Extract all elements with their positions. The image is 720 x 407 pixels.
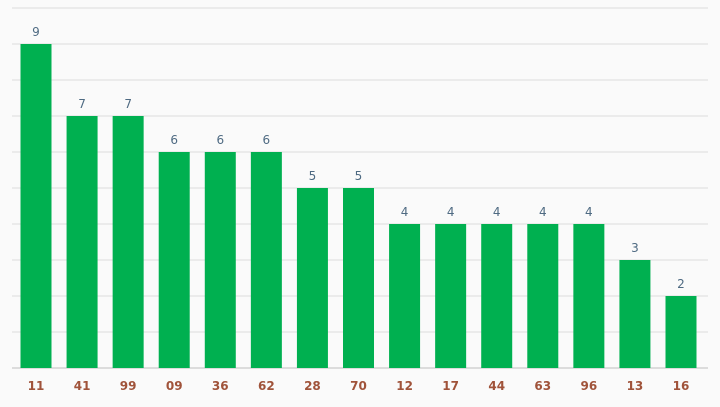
category-label-99: 99 <box>120 379 137 393</box>
bar-09[interactable] <box>158 152 190 368</box>
value-label-44: 4 <box>493 205 501 219</box>
bar-17[interactable] <box>435 224 467 368</box>
value-label-09: 6 <box>170 133 178 147</box>
bar-41[interactable] <box>66 116 98 368</box>
bar-series <box>20 44 697 368</box>
value-label-36: 6 <box>216 133 224 147</box>
category-label-09: 09 <box>166 379 183 393</box>
value-labels: 9 7 7 6 6 6 5 5 4 4 4 4 4 3 2 <box>32 25 685 291</box>
value-label-62: 6 <box>263 133 271 147</box>
bar-13[interactable] <box>619 260 651 368</box>
bar-44[interactable] <box>481 224 513 368</box>
category-label-28: 28 <box>304 379 321 393</box>
bar-99[interactable] <box>112 116 144 368</box>
value-label-28: 5 <box>309 169 317 183</box>
value-label-16: 2 <box>677 277 685 291</box>
value-label-70: 5 <box>355 169 363 183</box>
value-label-12: 4 <box>401 205 409 219</box>
category-label-36: 36 <box>212 379 229 393</box>
bar-70[interactable] <box>343 188 374 368</box>
bar-28[interactable] <box>296 188 328 368</box>
value-label-41: 7 <box>78 97 86 111</box>
category-label-11: 11 <box>28 379 45 393</box>
category-label-16: 16 <box>673 379 690 393</box>
bar-12[interactable] <box>389 224 421 368</box>
bar-11[interactable] <box>20 44 52 368</box>
value-label-99: 7 <box>124 97 132 111</box>
category-label-63: 63 <box>534 379 551 393</box>
bar-63[interactable] <box>527 224 559 368</box>
category-label-96: 96 <box>581 379 598 393</box>
bar-16[interactable] <box>665 296 697 368</box>
value-label-96: 4 <box>585 205 593 219</box>
category-label-41: 41 <box>74 379 91 393</box>
value-label-13: 3 <box>631 241 639 255</box>
category-axis: 11 41 99 09 36 62 28 70 12 17 44 63 96 13 16 <box>28 379 690 393</box>
value-label-17: 4 <box>447 205 455 219</box>
value-label-63: 4 <box>539 205 547 219</box>
category-label-70: 70 <box>350 379 367 393</box>
category-label-13: 13 <box>627 379 644 393</box>
bar-62[interactable] <box>250 152 282 368</box>
category-label-62: 62 <box>258 379 275 393</box>
bar-36[interactable] <box>204 152 236 368</box>
category-label-44: 44 <box>488 379 505 393</box>
bar-96[interactable] <box>573 224 605 368</box>
value-label-11: 9 <box>32 25 40 39</box>
category-label-17: 17 <box>442 379 459 393</box>
category-label-12: 12 <box>396 379 413 393</box>
